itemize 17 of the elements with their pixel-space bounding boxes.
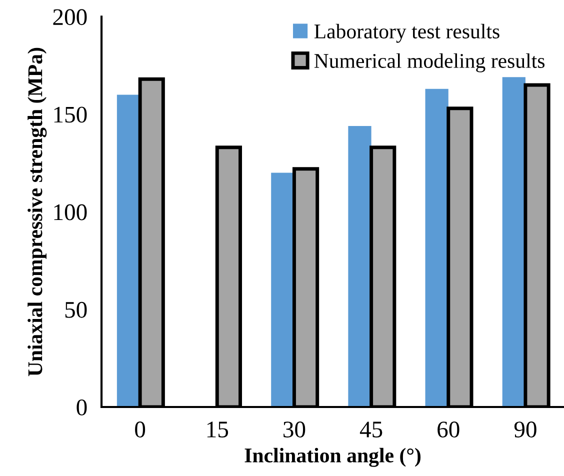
- legend-label: Numerical modeling results: [314, 53, 544, 72]
- y-tick-label: 100: [54, 204, 87, 220]
- x-tick-label: 45: [360, 422, 382, 438]
- y-tick-label: 200: [53, 9, 87, 26]
- y-tick-label: 150: [54, 106, 87, 123]
- x-tick-label: 15: [207, 422, 228, 438]
- x-tick-label: 30: [284, 422, 306, 438]
- x-tick-label: 60: [438, 422, 460, 438]
- bar: [425, 88, 448, 407]
- legend-label: Laboratory test results: [314, 24, 500, 43]
- y-axis-title: Uniaxial compressive strength (MPa): [28, 48, 47, 376]
- y-tick-label: 0: [76, 399, 87, 416]
- y-tick-label: 50: [65, 302, 87, 318]
- x-axis-title: Inclination angle (°): [244, 448, 421, 467]
- x-tick-label: 0: [135, 422, 146, 438]
- x-tick-label: 90: [514, 422, 536, 438]
- bar: [502, 77, 526, 407]
